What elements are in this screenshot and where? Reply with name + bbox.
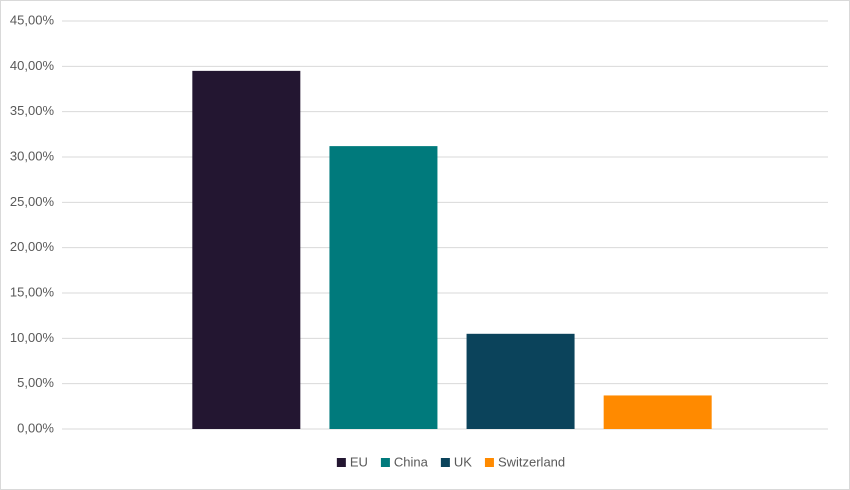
legend-label: UK	[454, 454, 472, 469]
bar	[192, 70, 301, 429]
y-tick-label: 20,00%	[10, 239, 55, 254]
y-tick-label: 45,00%	[10, 12, 55, 27]
y-tick-label: 35,00%	[10, 103, 55, 118]
legend-label: China	[394, 454, 429, 469]
y-tick-label: 5,00%	[17, 375, 54, 390]
legend-swatch	[484, 458, 494, 467]
bar	[466, 333, 575, 429]
legend-swatch	[440, 458, 450, 467]
y-tick-label: 30,00%	[10, 148, 55, 163]
y-tick-label: 0,00%	[17, 420, 54, 435]
legend-label: EU	[350, 454, 368, 469]
bar	[329, 146, 438, 429]
y-tick-label: 40,00%	[10, 58, 55, 73]
y-tick-label: 10,00%	[10, 330, 55, 345]
legend-swatch	[380, 458, 390, 467]
legend-label: Switzerland	[498, 454, 565, 469]
y-tick-label: 15,00%	[10, 284, 55, 299]
y-tick-label: 25,00%	[10, 194, 55, 209]
legend-swatch	[336, 458, 346, 467]
bar	[603, 395, 712, 429]
